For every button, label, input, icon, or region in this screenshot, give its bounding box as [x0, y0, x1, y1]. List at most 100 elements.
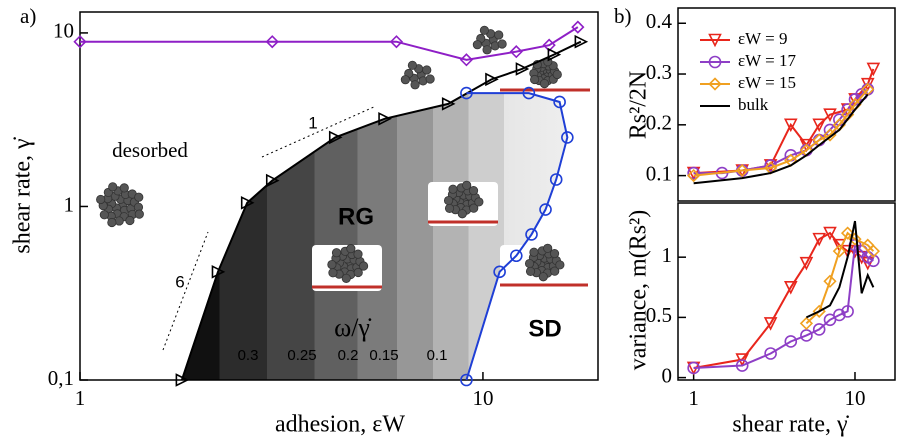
cluster-bead — [529, 247, 539, 257]
marker — [840, 226, 855, 240]
marker — [784, 335, 798, 348]
cluster-bead — [353, 267, 363, 278]
y-tick-label: 0.3 — [646, 60, 672, 84]
y-tick-label: 0.4 — [646, 9, 673, 33]
plot-frame — [677, 202, 896, 381]
cluster-bead — [552, 69, 562, 80]
marker — [515, 62, 530, 76]
cluster-bead — [555, 260, 565, 270]
annotation: SD — [528, 315, 561, 342]
cluster-bead — [134, 209, 144, 219]
cluster-bead — [457, 209, 467, 219]
cluster-bead — [134, 192, 144, 202]
cluster-bead — [407, 60, 418, 70]
cluster-bead — [549, 248, 560, 259]
y-tick-label: 0 — [662, 363, 673, 387]
cluster-bead — [497, 39, 507, 49]
marker — [687, 168, 701, 183]
marker — [763, 317, 778, 331]
x-axis-label: adhesion, εW — [275, 412, 405, 438]
annotation: 6 — [175, 272, 184, 291]
marker — [823, 226, 837, 241]
marker — [509, 249, 523, 263]
marker — [525, 228, 538, 241]
cluster-bead — [479, 25, 490, 35]
contour-level: 0.25 — [287, 347, 316, 364]
marker — [783, 118, 798, 133]
cluster-bead — [331, 248, 342, 258]
y-axis-label: variance, m(Rs²) — [626, 210, 652, 370]
marker — [833, 308, 846, 322]
cluster-bead — [482, 45, 492, 55]
contour-level: 0.3 — [238, 347, 259, 364]
cluster-bead — [524, 258, 535, 269]
marker — [561, 131, 574, 144]
marker — [378, 112, 392, 126]
cluster-bead — [328, 268, 338, 278]
cluster-bead — [530, 74, 540, 85]
cluster-bead — [108, 182, 118, 192]
marker — [265, 173, 280, 188]
marker — [328, 130, 343, 145]
marker — [783, 280, 798, 295]
legend-marker — [708, 55, 722, 69]
legend-label: εW = 15 — [738, 73, 796, 92]
legend-label: εW = 17 — [738, 51, 796, 70]
marker — [539, 203, 552, 216]
marker — [547, 47, 562, 62]
y-tick-label: 0.5 — [646, 303, 672, 327]
y-tick-label: 0.2 — [646, 111, 672, 135]
plot-frame — [677, 7, 896, 202]
cluster-bead — [539, 78, 550, 89]
cluster-bead — [425, 74, 435, 84]
marker — [73, 35, 87, 49]
cluster-bead — [474, 197, 484, 207]
marker — [240, 195, 255, 210]
marker — [522, 86, 536, 100]
cluster-bead — [469, 203, 479, 213]
legend-marker — [708, 33, 722, 48]
cluster-bead — [125, 215, 135, 226]
series-line — [693, 88, 869, 177]
annotation: b) — [614, 4, 632, 28]
marker — [459, 53, 474, 67]
marker — [687, 166, 700, 180]
marker — [812, 323, 826, 336]
series-line — [465, 92, 569, 381]
y-tick-label: 10 — [53, 19, 74, 43]
y-axis-label: shear rate, γ̇ — [10, 136, 36, 253]
marker — [571, 20, 585, 34]
annotation: RG — [338, 203, 374, 230]
contour-level: 0.2 — [338, 347, 359, 364]
cluster-bead — [341, 273, 351, 283]
series-line — [180, 40, 582, 381]
cluster-bead — [400, 75, 410, 85]
marker — [812, 232, 826, 247]
cluster-bead — [472, 40, 482, 50]
annotation: desorbed — [112, 138, 188, 162]
cluster-bead — [448, 184, 458, 194]
cluster-bead — [543, 243, 553, 253]
slope-guide — [261, 105, 377, 158]
cluster-bead — [346, 244, 356, 254]
series-line — [80, 26, 579, 61]
cluster-bead — [462, 180, 472, 190]
marker — [866, 62, 881, 77]
series-line — [693, 93, 869, 185]
cluster-bead — [410, 80, 420, 90]
y-axis-label: Rs²/2N — [626, 71, 652, 140]
contour-level: 0.1 — [427, 347, 448, 364]
marker — [832, 244, 846, 258]
marker — [841, 305, 854, 318]
marker — [735, 359, 749, 372]
cluster-bead — [358, 261, 369, 271]
plot-frame — [79, 11, 599, 381]
annotation: ω/γ̇ — [334, 313, 372, 342]
marker — [493, 265, 506, 279]
cluster-bead — [538, 272, 548, 282]
annotation: 1 — [308, 113, 317, 132]
x-tick-label: 10 — [472, 386, 493, 410]
cluster-bead — [119, 183, 129, 193]
marker — [823, 108, 837, 122]
